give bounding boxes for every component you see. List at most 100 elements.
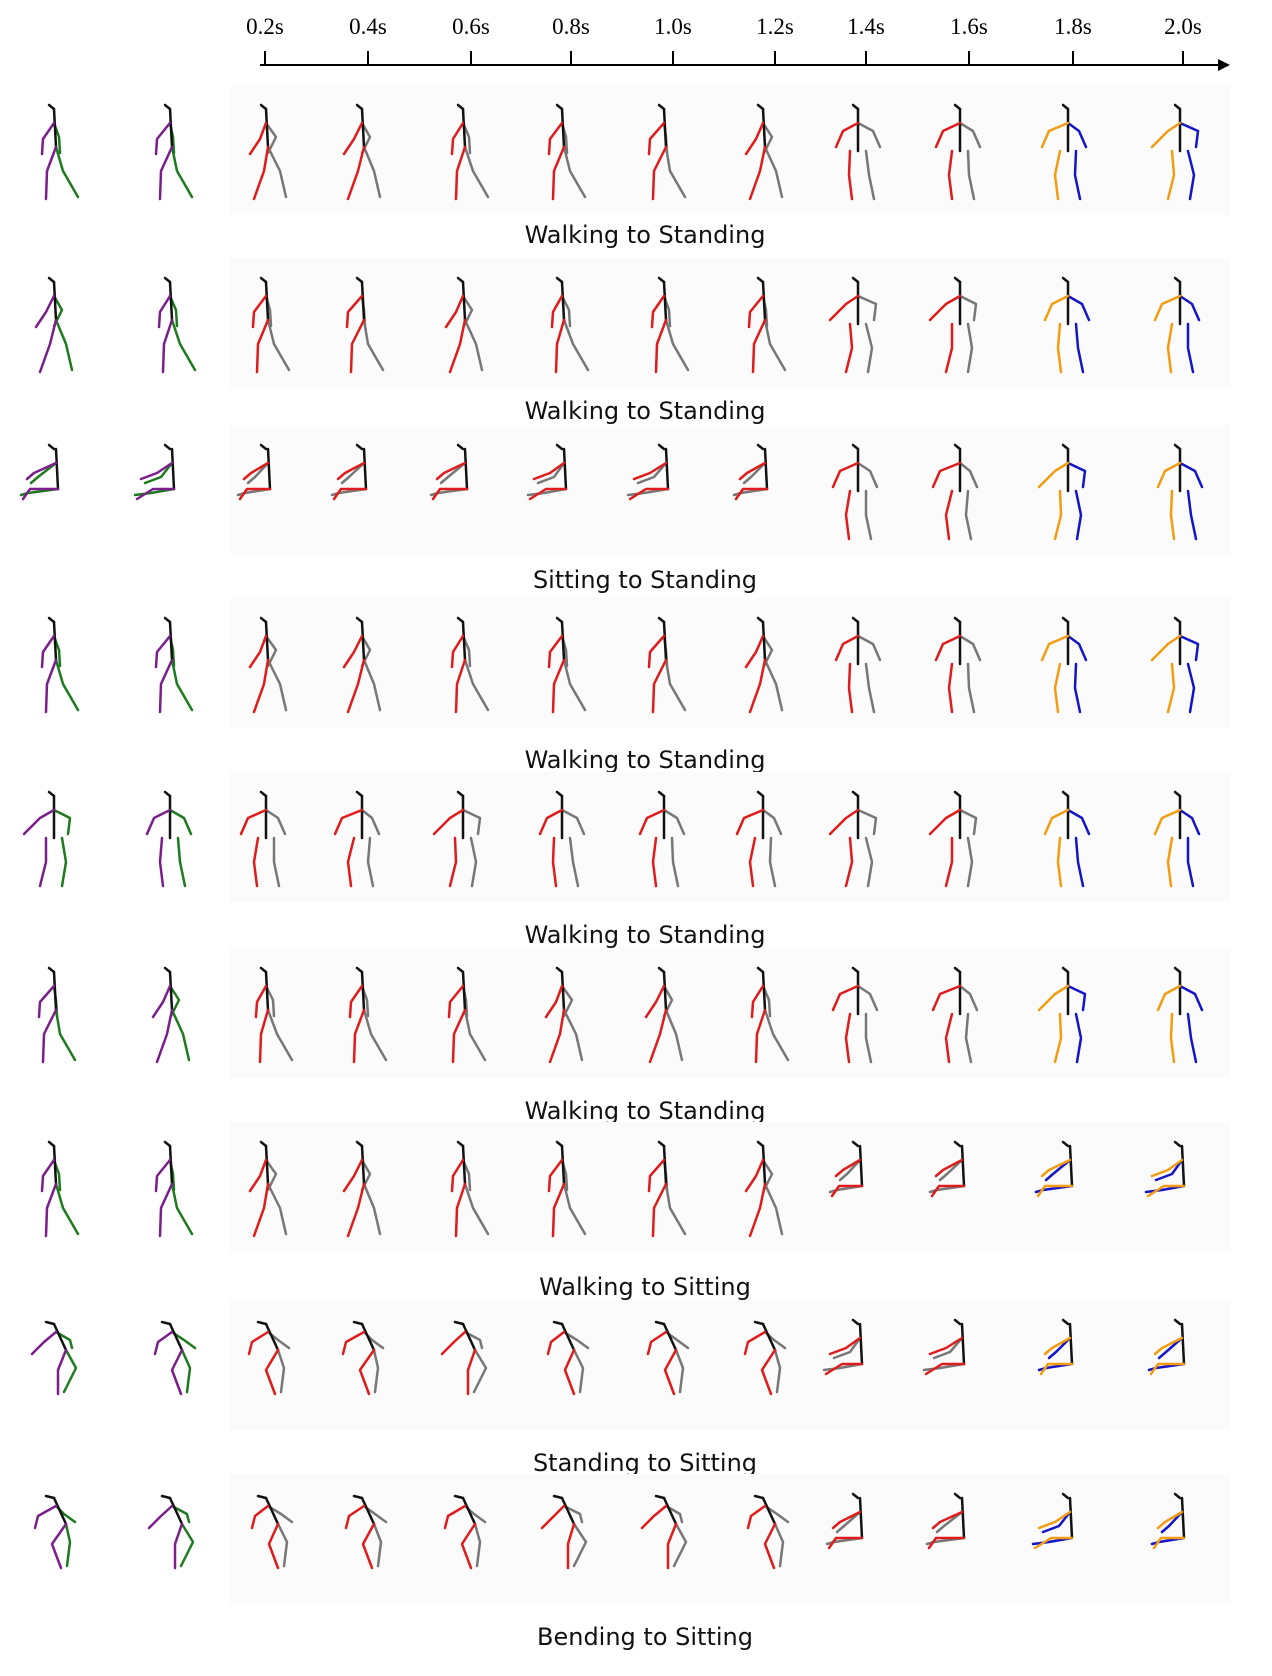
arm-segment [856, 634, 882, 662]
tick-label: 1.8s [1054, 14, 1092, 39]
head-segment [355, 276, 364, 284]
stick-figure [1031, 1492, 1074, 1550]
spine-segment [761, 970, 767, 1012]
arm-segment [154, 121, 172, 156]
leg-segment [773, 1522, 785, 1568]
head-segment [756, 276, 765, 284]
spine-segment [960, 1496, 966, 1540]
stick-figure [825, 1492, 864, 1550]
spine-segment [461, 1144, 467, 1186]
spine-segment [560, 970, 566, 1012]
arm-segment [450, 634, 465, 669]
spine-segment [362, 447, 368, 491]
arm-segment [838, 1158, 862, 1182]
arm-segment [251, 294, 268, 329]
head-segment [657, 103, 666, 111]
stick-figure [151, 966, 191, 1064]
leg-segment [362, 658, 382, 712]
leg-segment [276, 1522, 289, 1568]
head-segment [552, 1320, 564, 1326]
stick-figure [40, 616, 80, 714]
arm-segment [547, 634, 564, 669]
head-segment [657, 616, 666, 624]
leg-segment [548, 1008, 566, 1064]
head-segment [456, 103, 465, 111]
leg-segment [651, 836, 658, 888]
arm-segment [761, 808, 783, 836]
leg-segment [54, 318, 74, 372]
head-segment [756, 790, 765, 798]
stick-figure [822, 1318, 864, 1376]
leg-segment [768, 836, 777, 888]
spine-segment [52, 1496, 68, 1526]
arm-segment [248, 1158, 268, 1193]
head-segment [1061, 1492, 1070, 1500]
row-caption: Walking to Sitting [539, 1273, 751, 1301]
head-segment [256, 1320, 268, 1326]
arm-segment [336, 461, 366, 481]
leg-segment [754, 1008, 767, 1064]
arm-segment [439, 461, 467, 485]
head-segment [555, 1140, 564, 1148]
stick-figure [831, 966, 879, 1064]
leg-segment [272, 836, 281, 888]
row-caption: Walking to Standing [524, 1097, 766, 1125]
leg-segment [54, 145, 80, 199]
arm-segment [560, 808, 586, 836]
arm-segment [647, 634, 666, 669]
spine-segment [168, 1144, 174, 1186]
sequence-row [0, 425, 1272, 565]
head-segment [555, 276, 564, 284]
leg-segment [472, 1348, 488, 1394]
arm-segment [40, 121, 56, 156]
head-segment [160, 1494, 172, 1500]
leg-segment [44, 145, 58, 201]
arm-segment [1066, 461, 1087, 489]
head-segment [657, 443, 666, 451]
leg-segment [924, 1362, 966, 1376]
arm-segment [145, 808, 172, 836]
leg-segment [21, 487, 60, 501]
spine-segment [560, 620, 566, 662]
arm-segment [958, 461, 979, 489]
head-segment [1173, 1140, 1182, 1148]
leg-segment [454, 658, 467, 714]
arm-segment [550, 294, 564, 329]
leg-segment [674, 1348, 685, 1394]
leg-segment [663, 1348, 678, 1396]
leg-segment [460, 1522, 477, 1570]
leg-segment [44, 658, 58, 714]
arm-segment [264, 121, 278, 155]
arm-segment [640, 1504, 668, 1530]
spine-segment [168, 620, 174, 662]
leg-segment [763, 1522, 777, 1570]
head-segment [160, 1320, 172, 1326]
arm-segment [1040, 634, 1070, 662]
leg-segment [572, 1522, 588, 1568]
leg-segment [944, 1012, 954, 1064]
leg-segment [170, 318, 197, 372]
leg-segment [664, 318, 690, 372]
stick-figure [538, 790, 586, 888]
leg-segment [255, 318, 270, 374]
head-segment [851, 1492, 860, 1500]
head-segment [47, 276, 56, 284]
stick-figure [546, 1320, 590, 1396]
head-segment [756, 443, 765, 451]
leg-segment [964, 1012, 973, 1064]
spine-segment [662, 1496, 678, 1526]
tick-label: 1.2s [756, 14, 794, 39]
leg-segment [563, 1348, 576, 1396]
stick-figure [828, 276, 878, 374]
spine-segment [264, 1496, 280, 1526]
leg-segment [454, 1182, 467, 1238]
leg-segment [554, 318, 566, 374]
leg-segment [252, 145, 270, 201]
arm-segment [831, 1510, 862, 1530]
arm-segment [931, 984, 962, 1012]
spine-segment [662, 1322, 678, 1352]
head-segment [352, 1494, 364, 1500]
arm-segment [157, 294, 172, 329]
head-segment [47, 1140, 56, 1148]
spine-segment [761, 280, 767, 322]
